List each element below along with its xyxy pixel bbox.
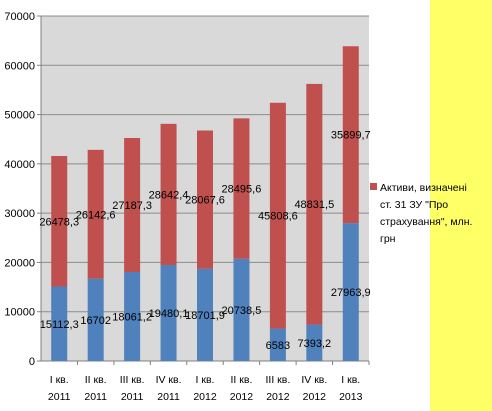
x-category-label: 2011 <box>48 391 71 403</box>
x-category-label: II кв. <box>85 374 107 386</box>
legend-label: грн <box>380 233 396 245</box>
data-label-series-1: 18061,2 <box>112 311 152 323</box>
data-label-series-2: 27187,3 <box>112 200 152 212</box>
bar-segment-series-1 <box>306 324 323 361</box>
data-label-series-1: 15112,3 <box>40 319 79 331</box>
data-label-series-1: 20738,5 <box>222 305 262 317</box>
y-tick-label: 60000 <box>4 60 35 72</box>
bar-segment-series-1 <box>342 223 359 361</box>
x-category-label: IV кв. <box>301 374 327 386</box>
y-tick-label: 70000 <box>4 11 35 23</box>
y-tick-label: 20000 <box>4 257 35 269</box>
bar-segment-series-2 <box>160 123 177 265</box>
y-tick-label: 50000 <box>4 110 35 122</box>
bar-segment-series-2 <box>269 102 286 329</box>
x-category-label: 2012 <box>303 391 327 403</box>
y-tick-label: 0 <box>29 356 35 368</box>
legend-label: страхування", млн. <box>380 216 472 228</box>
y-tick-label: 30000 <box>4 208 35 220</box>
bar-segment-series-2 <box>233 118 250 259</box>
x-category-label: II кв. <box>231 374 253 386</box>
y-tick-label: 10000 <box>4 307 35 319</box>
data-label-series-2: 26142,6 <box>76 209 116 221</box>
data-label-series-1: 16702 <box>80 315 111 327</box>
legend-label: ст. 31 ЗУ "Про <box>380 199 448 211</box>
x-category-label: III кв. <box>266 374 291 386</box>
x-category-label: 2012 <box>266 391 290 403</box>
bar-segment-series-1 <box>269 328 286 361</box>
bar-segment-series-1 <box>51 286 68 361</box>
data-label-series-2: 45808,6 <box>258 211 298 223</box>
y-tick-label: 40000 <box>4 159 35 171</box>
data-label-series-1: 19480,1 <box>149 308 189 320</box>
x-category-label: 2013 <box>339 391 363 403</box>
bar-segment-series-1 <box>87 278 104 361</box>
bar-segment-series-2 <box>124 137 141 272</box>
x-category-label: 2011 <box>84 391 107 403</box>
bar-segment-series-1 <box>233 258 250 361</box>
bar-segment-series-2 <box>51 156 68 287</box>
bar-segment-series-1 <box>197 268 213 361</box>
data-label-series-2: 28067,6 <box>185 195 225 207</box>
data-label-series-2: 28495,6 <box>222 184 262 196</box>
x-category-label: I кв. <box>196 374 215 386</box>
x-category-label: 2012 <box>193 391 217 403</box>
bar-segment-series-2 <box>197 130 213 269</box>
bar-segment-series-1 <box>160 264 177 361</box>
data-label-series-1: 7393,2 <box>298 338 332 350</box>
data-label-series-2: 28642,4 <box>149 189 189 201</box>
bar-segment-series-2 <box>306 83 323 325</box>
legend-label: Активи, визначені <box>380 182 467 194</box>
x-category-label: 2011 <box>157 391 180 403</box>
x-category-label: IV кв. <box>156 374 182 386</box>
x-category-label: I кв. <box>50 374 69 386</box>
data-label-series-1: 18701,9 <box>185 310 225 322</box>
x-category-label: 2011 <box>121 391 144 403</box>
bar-segment-series-2 <box>342 46 359 224</box>
legend-swatch <box>370 183 377 190</box>
x-category-label: 2012 <box>230 391 254 403</box>
right-side-strip <box>430 0 492 411</box>
data-label-series-2: 35899,7 <box>331 130 371 142</box>
bar-segment-series-1 <box>124 271 141 361</box>
x-category-label: I кв. <box>341 374 360 386</box>
data-label-series-1: 6583 <box>266 340 290 352</box>
bar-segment-series-2 <box>87 149 104 279</box>
data-label-series-1: 27963,9 <box>331 287 371 299</box>
x-category-label: III кв. <box>120 374 145 386</box>
data-label-series-2: 26478,3 <box>39 216 79 228</box>
data-label-series-2: 48831,5 <box>294 199 334 211</box>
